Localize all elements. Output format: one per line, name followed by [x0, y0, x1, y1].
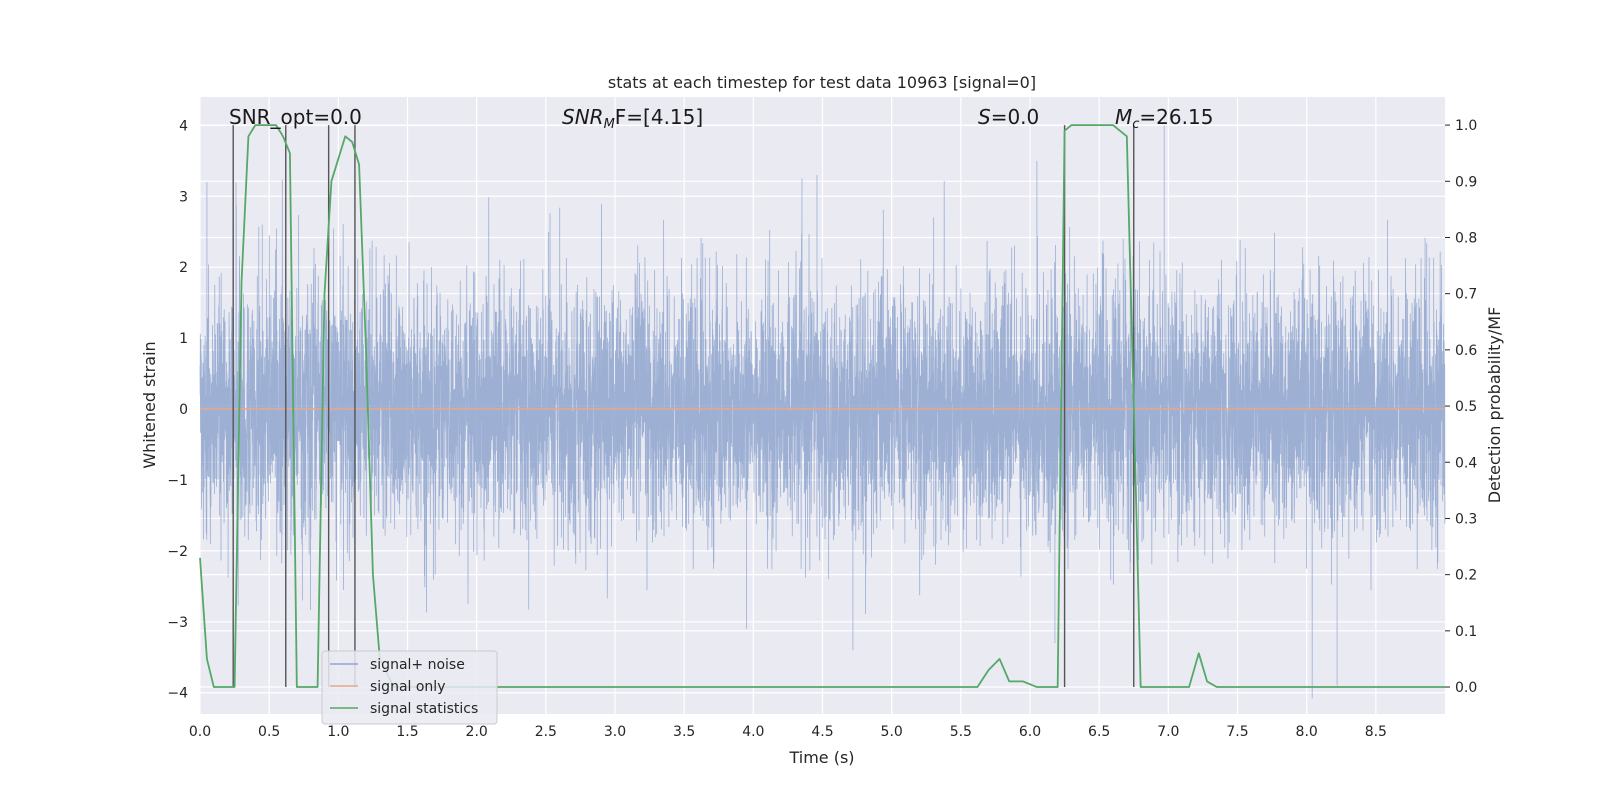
x-tick-label-8: 4.0 — [742, 724, 764, 740]
x-tick-label-16: 8.0 — [1296, 724, 1318, 740]
s-prefix: S — [978, 105, 991, 129]
y-left-tick-label-4: 0 — [179, 402, 188, 418]
x-axis-ticks: 0.0 0.5 1.0 1.5 2.0 2.5 3.0 3.5 4.0 4.5 5.0 5.5 6.0 6… — [189, 724, 1387, 740]
x-tick-label-6: 3.0 — [604, 724, 626, 740]
legend-box — [321, 650, 498, 725]
x-tick-label-0: 0.0 — [189, 724, 211, 740]
mc-prefix: M — [1115, 105, 1132, 129]
signal-noise-line — [199, 125, 1446, 699]
y-right-tick-label-2: 0.8 — [1455, 230, 1477, 246]
snr-mf-sub: M — [604, 117, 615, 132]
y-right-tick-label-1: 0.9 — [1455, 174, 1477, 190]
y-right-tick-label-6: 0.4 — [1455, 455, 1477, 471]
x-tick-label-11: 5.5 — [950, 724, 972, 740]
legend-label-signal-only: signal only — [370, 679, 445, 695]
x-tick-label-10: 5.0 — [881, 724, 903, 740]
x-tick-label-7: 3.5 — [673, 724, 695, 740]
x-tick-label-9: 4.5 — [811, 724, 833, 740]
y-right-tick-label-9: 0.1 — [1455, 624, 1477, 640]
y-right-tick-label-7: 0.3 — [1455, 511, 1477, 527]
y-left-tick-label-5: −1 — [167, 473, 188, 489]
x-tick-label-17: 8.5 — [1365, 724, 1387, 740]
signal-statistics-series — [199, 124, 1445, 688]
x-tick-label-2: 1.0 — [327, 724, 349, 740]
snr-mf-prefix: SNR — [562, 105, 604, 129]
legend: signal+ noise signal only signal statist… — [321, 650, 498, 725]
mc-sub: c — [1132, 117, 1139, 132]
y-right-tick-label-8: 0.2 — [1455, 568, 1477, 584]
snr-mf-suffix: F=[4.15] — [615, 105, 703, 129]
y-left-tick-label-8: −4 — [167, 686, 188, 702]
x-tick-label-1: 0.5 — [258, 724, 280, 740]
y-right-tick-label-10: 0.0 — [1455, 680, 1477, 696]
annotation-s: S=0.0 — [978, 105, 1039, 129]
annotation-snr-mf: SNRMF=[4.15] — [562, 105, 703, 132]
s-suffix: =0.0 — [991, 105, 1040, 129]
annotation-mc: Mc=26.15 — [1115, 105, 1213, 132]
y-left-tick-label-6: −2 — [167, 544, 188, 560]
y-left-tick-label-0: 4 — [179, 118, 188, 134]
x-tick-label-3: 1.5 — [396, 724, 418, 740]
y-right-tick-label-5: 0.5 — [1455, 399, 1477, 415]
signal-noise-series — [199, 125, 1446, 699]
y-right-tick-label-3: 0.7 — [1455, 287, 1477, 303]
annotation-snr-opt: SNR_opt=0.0 — [229, 105, 362, 129]
x-tick-label-13: 6.5 — [1088, 724, 1110, 740]
signal-statistics-line — [199, 124, 1445, 688]
x-tick-label-4: 2.0 — [466, 724, 488, 740]
chart-title: stats at each timestep for test data 109… — [608, 73, 1036, 92]
x-tick-label-5: 2.5 — [535, 724, 557, 740]
y-right-axis-label: Detection probability/MF — [1485, 307, 1504, 504]
x-axis-label: Time (s) — [788, 748, 854, 767]
y-left-axis-label: Whitened strain — [140, 341, 159, 468]
y-left-tick-label-2: 2 — [179, 260, 188, 276]
x-tick-label-12: 6.0 — [1019, 724, 1041, 740]
legend-label-signal-noise: signal+ noise — [370, 657, 465, 673]
y-left-tick-label-7: −3 — [167, 615, 188, 631]
y-left-axis-ticks: 4 3 2 1 0 −1 −2 −3 −4 — [167, 118, 188, 701]
legend-label-signal-statistics: signal statistics — [370, 701, 478, 717]
y-right-tick-label-0: 1.0 — [1455, 118, 1477, 134]
mc-suffix: =26.15 — [1139, 105, 1213, 129]
y-left-tick-label-1: 3 — [179, 189, 188, 205]
y-right-tick-label-4: 0.6 — [1455, 343, 1477, 359]
x-tick-label-15: 7.5 — [1226, 724, 1248, 740]
y-right-axis-ticks: 1.0 0.9 0.8 0.7 0.6 0.5 0.4 0.3 0.2 0.1 0.0 — [1445, 118, 1477, 696]
y-left-tick-label-3: 1 — [179, 331, 188, 347]
x-tick-label-14: 7.0 — [1157, 724, 1179, 740]
